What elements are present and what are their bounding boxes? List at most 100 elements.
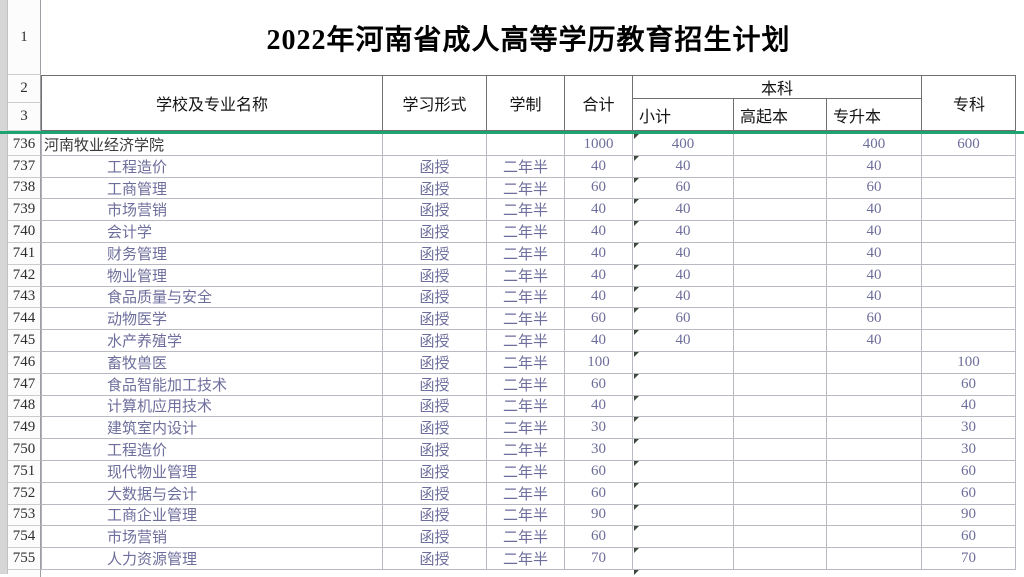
cell-benke-subtotal[interactable] [633,526,734,548]
cell-gaoqiben[interactable] [734,417,827,439]
cell-study-form[interactable]: 函授 [383,351,487,373]
row-header[interactable]: 750 [8,439,41,461]
cell-duration[interactable]: 二年半 [487,548,565,569]
cell-duration[interactable]: 二年半 [487,439,565,460]
cell-benke-subtotal[interactable] [633,373,734,395]
cell-study-form[interactable]: 函授 [383,395,487,417]
cell-study-form[interactable]: 函授 [383,308,487,330]
cell-total[interactable]: 40 [565,199,633,221]
cell-total[interactable]: 40 [565,286,633,308]
cell-study-form[interactable]: 函授 [383,221,487,242]
cell-zhuanke[interactable] [922,155,1016,177]
cell-duration[interactable]: 二年半 [487,221,565,242]
cell-study-form[interactable]: 函授 [383,242,487,264]
row-header[interactable]: 737 [8,155,41,178]
cell-school-or-major-name[interactable]: 食品智能加工技术 [42,373,383,395]
cell-benke-subtotal[interactable]: 40 [633,264,734,286]
cell-gaoqiben[interactable] [734,330,827,351]
cell-zhuanshengben[interactable]: 40 [827,199,922,221]
cell-zhuanke[interactable] [922,242,1016,264]
cell-total[interactable]: 90 [565,504,633,526]
cell-zhuanke[interactable] [922,199,1016,221]
cell-zhuanshengben[interactable] [827,351,922,373]
cell-school-or-major-name[interactable]: 财务管理 [42,242,383,264]
cell-duration[interactable] [487,134,565,155]
cell-study-form[interactable] [383,134,487,155]
cell-gaoqiben[interactable] [734,286,827,308]
row-header[interactable]: 3 [8,103,41,131]
row-header[interactable]: 739 [8,199,41,222]
cell-benke-subtotal[interactable]: 60 [633,177,734,199]
header-study-form[interactable]: 学习形式 [383,76,487,130]
cell-benke-subtotal[interactable] [633,548,734,569]
cell-gaoqiben[interactable] [734,395,827,417]
cell-benke-subtotal[interactable] [633,417,734,439]
row-header[interactable]: 740 [8,221,41,243]
header-subtotal[interactable]: 小计 [633,99,734,130]
cell-benke-subtotal[interactable]: 40 [633,330,734,351]
cell-zhuanshengben[interactable]: 40 [827,264,922,286]
cell-duration[interactable]: 二年半 [487,460,565,482]
cell-zhuanshengben[interactable] [827,526,922,548]
cell-study-form[interactable]: 函授 [383,373,487,395]
cell-gaoqiben[interactable] [734,199,827,221]
cell-school-or-major-name[interactable]: 大数据与会计 [42,482,383,504]
cell-benke-subtotal[interactable] [633,504,734,526]
cell-zhuanshengben[interactable]: 400 [827,134,922,155]
cell-total[interactable]: 100 [565,351,633,373]
cell-benke-subtotal[interactable] [633,439,734,460]
cell-gaoqiben[interactable] [734,155,827,177]
cell-duration[interactable]: 二年半 [487,242,565,264]
cell-zhuanshengben[interactable] [827,395,922,417]
cell-benke-subtotal[interactable]: 60 [633,308,734,330]
cell-gaoqiben[interactable] [734,221,827,242]
cell-school-or-major-name[interactable]: 工程造价 [42,439,383,460]
cell-gaoqiben[interactable] [734,264,827,286]
cell-school-or-major-name[interactable]: 现代物业管理 [42,460,383,482]
cell-duration[interactable]: 二年半 [487,417,565,439]
header-duration[interactable]: 学制 [487,76,565,130]
cell-gaoqiben[interactable] [734,482,827,504]
cell-duration[interactable]: 二年半 [487,504,565,526]
cell-zhuanshengben[interactable] [827,439,922,460]
cell-school-or-major-name[interactable]: 人力资源管理 [42,548,383,569]
row-header[interactable]: 748 [8,395,41,418]
cell-benke-subtotal[interactable]: 400 [633,134,734,155]
cell-study-form[interactable]: 函授 [383,286,487,308]
cell-school-or-major-name[interactable]: 动物医学 [42,308,383,330]
cell-benke-subtotal[interactable]: 40 [633,242,734,264]
cell-zhuanke[interactable]: 600 [922,134,1016,155]
cell-zhuanshengben[interactable]: 40 [827,155,922,177]
cell-school-or-major-name[interactable]: 市场营销 [42,526,383,548]
header-undergrad[interactable]: 本科 [633,76,921,99]
cell-zhuanshengben[interactable]: 40 [827,286,922,308]
cell-gaoqiben[interactable] [734,460,827,482]
cell-duration[interactable]: 二年半 [487,351,565,373]
cell-study-form[interactable]: 函授 [383,482,487,504]
cell-study-form[interactable]: 函授 [383,526,487,548]
cell-duration[interactable]: 二年半 [487,155,565,177]
cell-total[interactable]: 40 [565,264,633,286]
row-header[interactable]: 745 [8,330,41,352]
cell-study-form[interactable]: 函授 [383,439,487,460]
cell-zhuanshengben[interactable]: 40 [827,221,922,242]
cell-zhuanshengben[interactable]: 40 [827,242,922,264]
cell-zhuanke[interactable]: 30 [922,439,1016,460]
cell-zhuanke[interactable]: 60 [922,460,1016,482]
cell-zhuanke[interactable]: 60 [922,526,1016,548]
cell-school-or-major-name[interactable]: 食品质量与安全 [42,286,383,308]
cell-study-form[interactable]: 函授 [383,504,487,526]
cell-total[interactable]: 40 [565,155,633,177]
cell-benke-subtotal[interactable] [633,482,734,504]
cell-total[interactable]: 1000 [565,134,633,155]
cell-school-or-major-name[interactable]: 建筑室内设计 [42,417,383,439]
cell-total[interactable]: 60 [565,526,633,548]
cell-total[interactable]: 60 [565,482,633,504]
row-header[interactable]: 742 [8,264,41,287]
cell-zhuanshengben[interactable]: 60 [827,177,922,199]
cell-study-form[interactable]: 函授 [383,330,487,351]
cell-duration[interactable]: 二年半 [487,395,565,417]
cell-zhuanke[interactable]: 30 [922,417,1016,439]
cell-school-or-major-name[interactable]: 河南牧业经济学院 [42,134,383,155]
cell-zhuanshengben[interactable] [827,504,922,526]
